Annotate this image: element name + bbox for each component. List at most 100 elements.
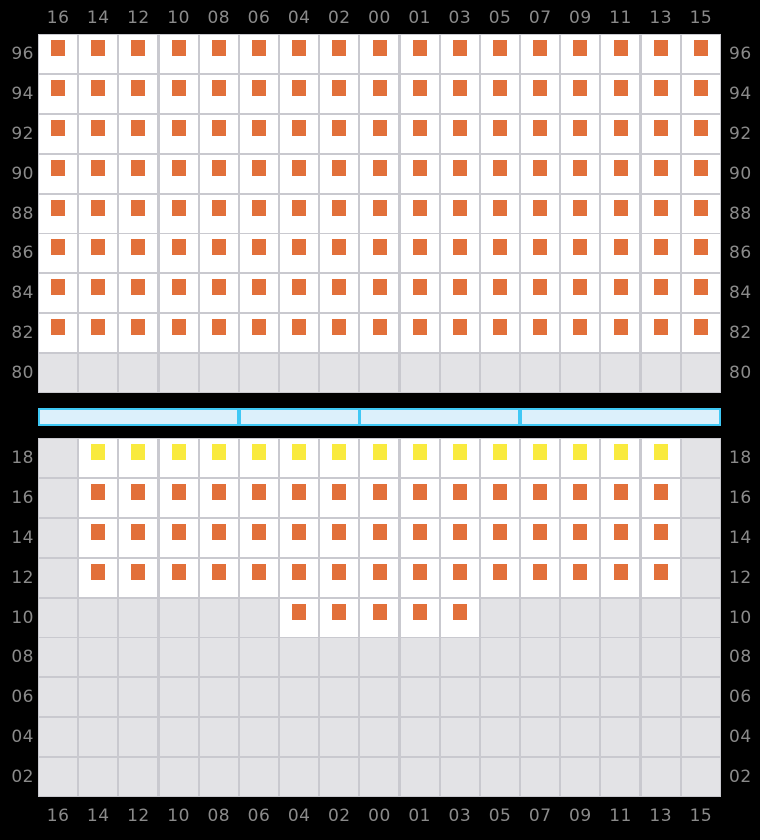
grid-cell[interactable] [481, 599, 519, 637]
grid-cell[interactable] [280, 354, 318, 392]
grid-cell[interactable] [320, 354, 358, 392]
grid-cell[interactable] [360, 758, 398, 796]
grid-cell[interactable] [601, 718, 639, 756]
grid-cell[interactable] [601, 599, 639, 637]
grid-cell[interactable] [682, 638, 720, 676]
grid-cell[interactable] [280, 718, 318, 756]
grid-cell[interactable] [642, 758, 680, 796]
grid-cell[interactable] [601, 354, 639, 392]
grid-cell[interactable] [401, 718, 439, 756]
grid-cell[interactable] [441, 638, 479, 676]
grid-cell[interactable] [240, 678, 278, 716]
range-segment[interactable] [38, 408, 239, 426]
grid-cell[interactable] [79, 638, 117, 676]
grid-cell[interactable] [682, 519, 720, 557]
grid-cell[interactable] [360, 638, 398, 676]
grid-cell[interactable] [280, 638, 318, 676]
grid-cell[interactable] [119, 718, 157, 756]
grid-cell[interactable] [160, 354, 198, 392]
grid-cell[interactable] [481, 678, 519, 716]
grid-cell[interactable] [360, 678, 398, 716]
grid-cell[interactable] [39, 559, 77, 597]
grid-cell[interactable] [39, 638, 77, 676]
grid-cell[interactable] [360, 718, 398, 756]
grid-cell[interactable] [79, 758, 117, 796]
grid-cell[interactable] [160, 758, 198, 796]
grid-cell[interactable] [79, 354, 117, 392]
grid-cell[interactable] [240, 758, 278, 796]
grid-cell[interactable] [642, 718, 680, 756]
grid-cell[interactable] [39, 354, 77, 392]
grid-cell[interactable] [39, 718, 77, 756]
grid-cell[interactable] [119, 354, 157, 392]
grid-cell[interactable] [39, 758, 77, 796]
grid-cell[interactable] [360, 354, 398, 392]
grid-cell[interactable] [682, 758, 720, 796]
grid-cell[interactable] [39, 519, 77, 557]
grid-cell[interactable] [601, 678, 639, 716]
range-segment[interactable] [239, 408, 360, 426]
grid-cell[interactable] [200, 758, 238, 796]
grid-cell[interactable] [160, 599, 198, 637]
grid-cell[interactable] [320, 758, 358, 796]
grid-cell[interactable] [119, 758, 157, 796]
grid-cell[interactable] [39, 439, 77, 477]
grid-cell[interactable] [240, 599, 278, 637]
grid-cell[interactable] [119, 638, 157, 676]
grid-cell[interactable] [280, 678, 318, 716]
grid-cell[interactable] [642, 638, 680, 676]
grid-cell[interactable] [39, 678, 77, 716]
grid-cell[interactable] [561, 758, 599, 796]
grid-cell[interactable] [642, 678, 680, 716]
grid-cell[interactable] [441, 678, 479, 716]
grid-cell[interactable] [481, 758, 519, 796]
grid-cell[interactable] [401, 678, 439, 716]
grid-cell[interactable] [401, 354, 439, 392]
grid-cell[interactable] [682, 439, 720, 477]
grid-cell[interactable] [561, 599, 599, 637]
grid-cell[interactable] [521, 718, 559, 756]
grid-cell[interactable] [320, 678, 358, 716]
grid-cell[interactable] [561, 678, 599, 716]
grid-cell[interactable] [200, 599, 238, 637]
grid-cell[interactable] [401, 758, 439, 796]
grid-cell[interactable] [200, 718, 238, 756]
grid-cell[interactable] [160, 638, 198, 676]
grid-cell[interactable] [200, 638, 238, 676]
grid-cell[interactable] [561, 718, 599, 756]
grid-cell[interactable] [79, 718, 117, 756]
grid-cell[interactable] [521, 678, 559, 716]
grid-cell[interactable] [682, 678, 720, 716]
grid-cell[interactable] [401, 638, 439, 676]
grid-cell[interactable] [521, 354, 559, 392]
grid-cell[interactable] [682, 599, 720, 637]
grid-cell[interactable] [200, 678, 238, 716]
range-segment[interactable] [359, 408, 520, 426]
grid-cell[interactable] [119, 599, 157, 637]
grid-cell[interactable] [682, 479, 720, 517]
grid-cell[interactable] [441, 718, 479, 756]
grid-cell[interactable] [521, 758, 559, 796]
grid-cell[interactable] [160, 678, 198, 716]
grid-cell[interactable] [240, 354, 278, 392]
range-segment[interactable] [520, 408, 721, 426]
grid-cell[interactable] [561, 638, 599, 676]
grid-cell[interactable] [642, 599, 680, 637]
grid-cell[interactable] [320, 638, 358, 676]
grid-cell[interactable] [601, 638, 639, 676]
grid-cell[interactable] [682, 559, 720, 597]
grid-cell[interactable] [39, 479, 77, 517]
grid-cell[interactable] [521, 599, 559, 637]
grid-cell[interactable] [39, 599, 77, 637]
grid-cell[interactable] [481, 718, 519, 756]
grid-cell[interactable] [200, 354, 238, 392]
grid-cell[interactable] [682, 354, 720, 392]
grid-cell[interactable] [441, 354, 479, 392]
grid-cell[interactable] [320, 718, 358, 756]
grid-cell[interactable] [280, 758, 318, 796]
grid-cell[interactable] [79, 599, 117, 637]
grid-cell[interactable] [682, 718, 720, 756]
grid-cell[interactable] [160, 718, 198, 756]
grid-cell[interactable] [642, 354, 680, 392]
grid-cell[interactable] [481, 638, 519, 676]
